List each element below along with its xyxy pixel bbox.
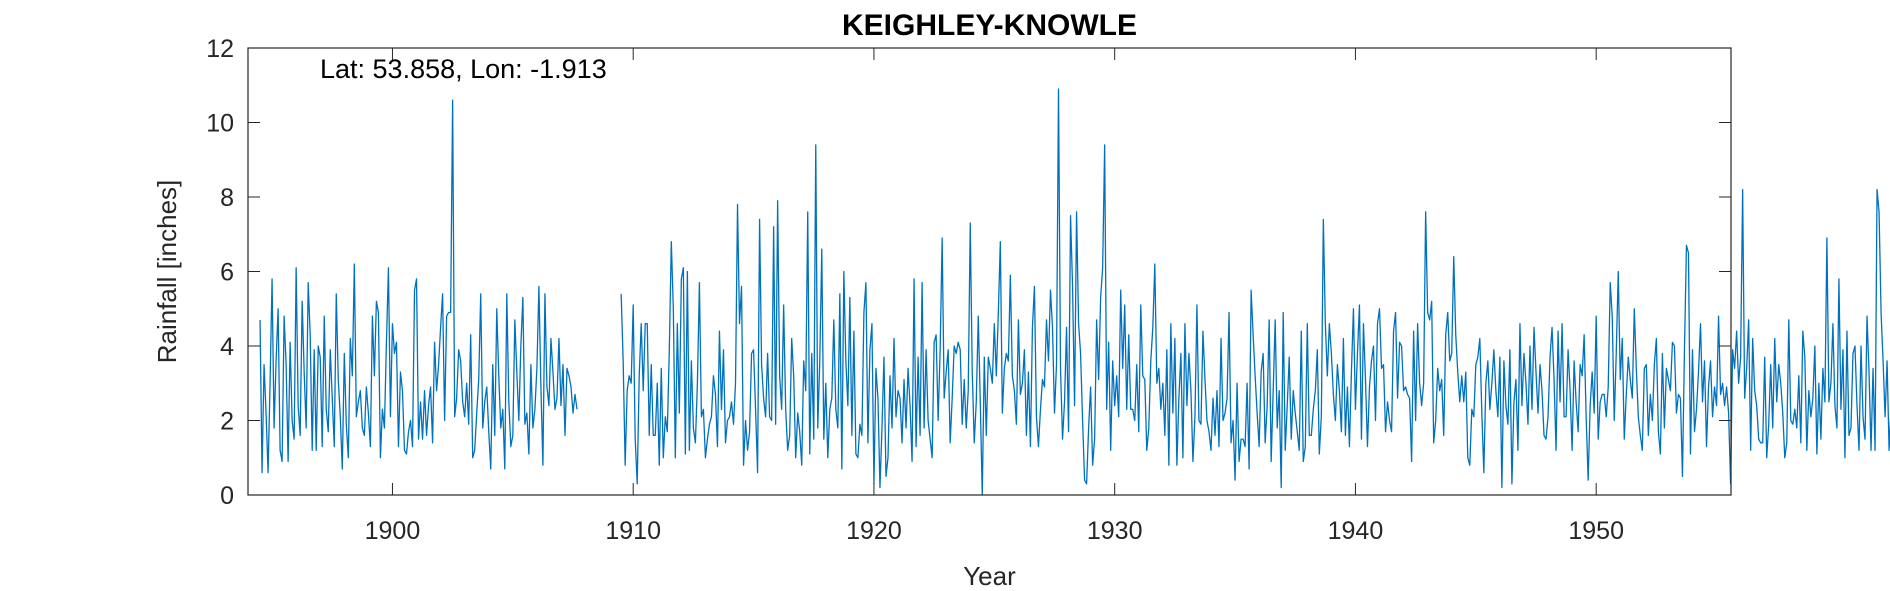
- rainfall-series-line: [259, 99, 578, 474]
- location-annotation: Lat: 53.858, Lon: -1.913: [320, 54, 607, 84]
- y-axis-label: Rainfall [inches]: [152, 180, 182, 364]
- x-tick-label: 1920: [846, 517, 902, 545]
- x-tick-label: 1930: [1087, 517, 1143, 545]
- series-layer: [259, 88, 1890, 496]
- plot-area: [248, 48, 1731, 495]
- x-tick-label: 1950: [1568, 517, 1624, 545]
- chart-title: KEIGHLEY-KNOWLE: [842, 9, 1137, 42]
- x-tick-label: 1910: [605, 517, 661, 545]
- y-tick-label: 10: [206, 110, 234, 138]
- y-tick-label: 4: [220, 333, 234, 361]
- y-tick-label: 6: [220, 259, 234, 287]
- axes-box: [247, 47, 1732, 496]
- y-tick-label: 8: [220, 184, 234, 212]
- y-tick-label: 2: [220, 408, 234, 436]
- x-tick-label: 1900: [365, 517, 421, 545]
- tick-labels: 1900 1910 1920 1930 1940 1950 0 2 4 6 8 10 12: [206, 35, 1624, 545]
- y-tick-label: 12: [206, 35, 234, 63]
- rainfall-series-line: [620, 88, 1890, 496]
- x-tick-label: 1940: [1328, 517, 1384, 545]
- x-axis-label: Year: [963, 561, 1016, 591]
- y-tick-label: 0: [220, 482, 234, 510]
